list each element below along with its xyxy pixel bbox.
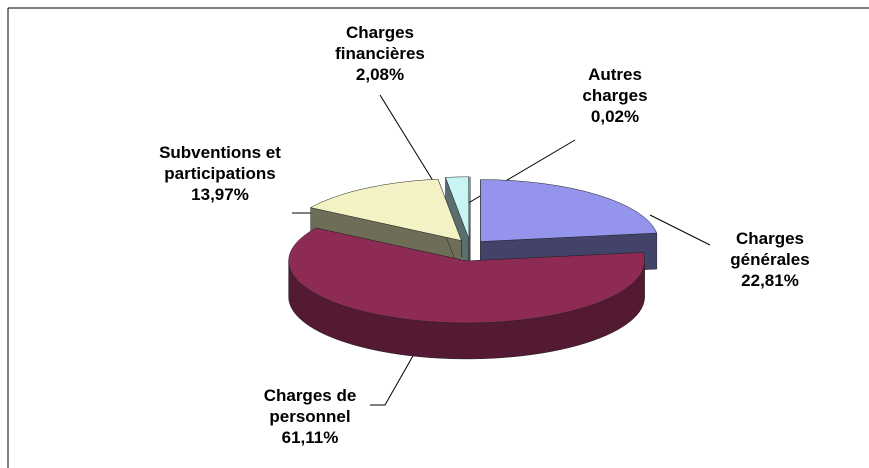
slice-top — [309, 178, 462, 241]
slice-label: Charges financières 2,08% — [330, 22, 430, 85]
slice-label: Subventions et participations 13,97% — [145, 142, 295, 205]
value-label: 22,81% — [741, 271, 799, 290]
slice-label: Charges générales 22,81% — [715, 228, 825, 291]
pie-slices — [288, 176, 658, 360]
slice-top — [288, 227, 645, 324]
category-name: Autres charges — [582, 65, 648, 105]
slice — [288, 227, 645, 360]
slice-top — [445, 176, 470, 239]
leader-line — [370, 339, 423, 406]
category-name: Charges financières — [335, 23, 425, 63]
category-name: Charges générales — [730, 229, 810, 269]
value-label: 13,97% — [191, 185, 249, 204]
value-label: 0,02% — [590, 107, 640, 126]
value-label: 61,11% — [281, 428, 339, 447]
slice-label: Autres charges 0,02% — [565, 64, 665, 127]
category-name: Charges de personnel — [263, 386, 357, 426]
leader-line — [649, 214, 711, 246]
slice — [445, 176, 470, 275]
category-name: Subventions et participations — [159, 143, 281, 183]
slice-label: Charges de personnel 61,11% — [245, 385, 375, 448]
slice-top — [480, 179, 658, 242]
value-label: 2,08% — [355, 65, 405, 84]
